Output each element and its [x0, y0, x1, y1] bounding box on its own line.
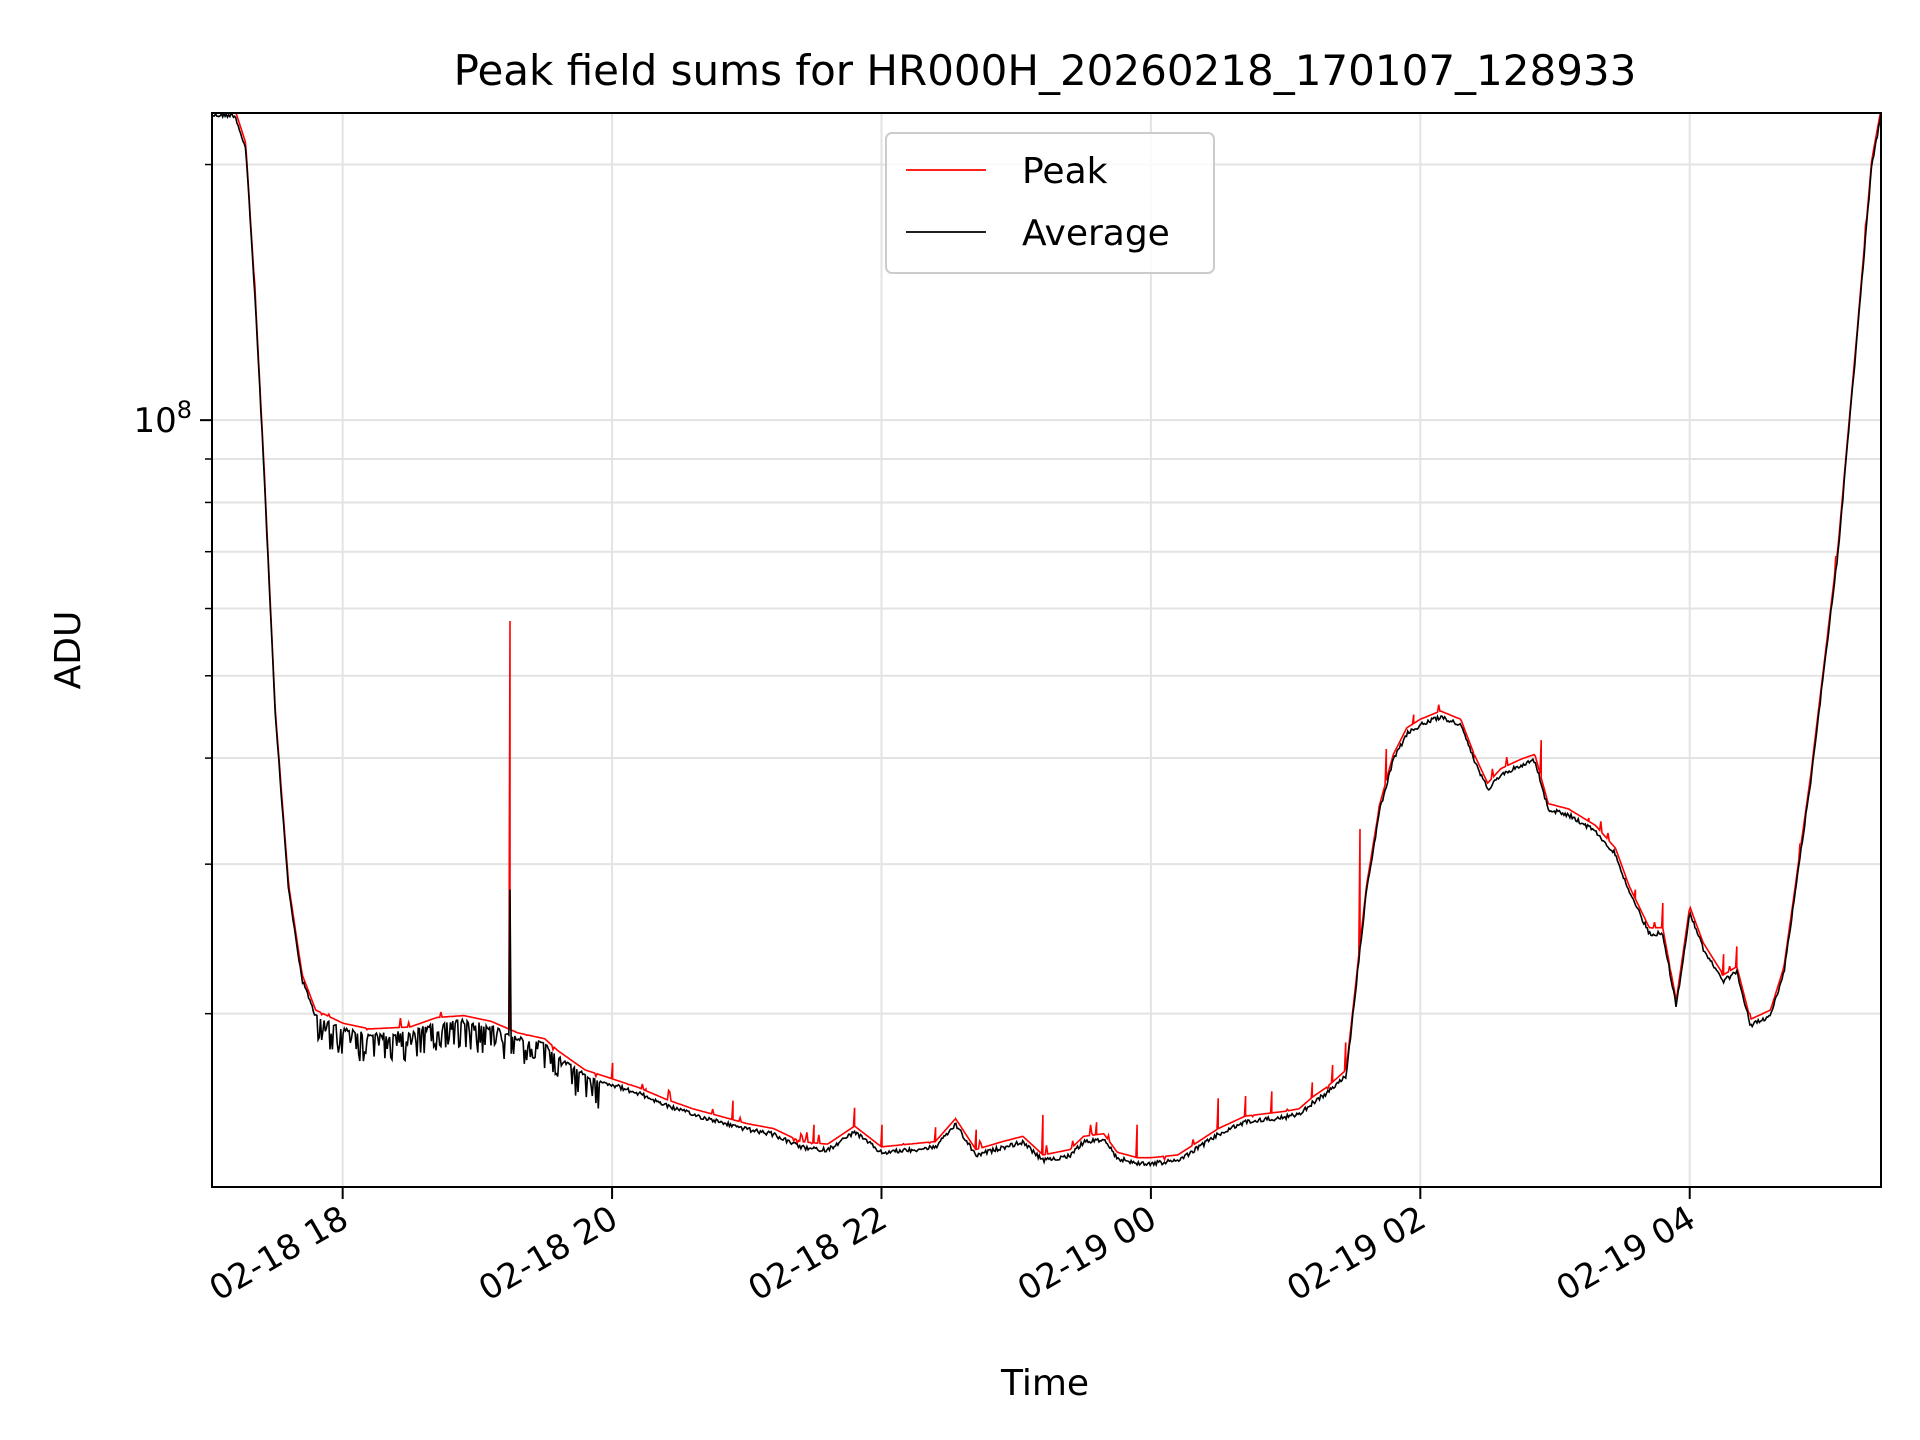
chart-title: Peak field sums for HR000H_20260218_1701…	[454, 46, 1637, 95]
y-axis-title: ADU	[48, 611, 89, 690]
legend-label-average: Average	[1022, 213, 1170, 254]
x-axis-title: Time	[1000, 1363, 1089, 1404]
legend-box	[885, 132, 1215, 274]
y-axis: 108	[133, 163, 212, 1015]
grid	[212, 113, 1881, 1187]
average-series-line	[212, 113, 1881, 1168]
peak-series-line	[235, 113, 1881, 1162]
legend: Peak Average	[885, 132, 1215, 274]
plot-frame	[211, 112, 1882, 1188]
series-group	[212, 113, 1881, 1168]
y-tick-label: 108	[133, 396, 192, 441]
plot-area	[212, 113, 1881, 1168]
legend-label-peak: Peak	[1022, 151, 1108, 192]
